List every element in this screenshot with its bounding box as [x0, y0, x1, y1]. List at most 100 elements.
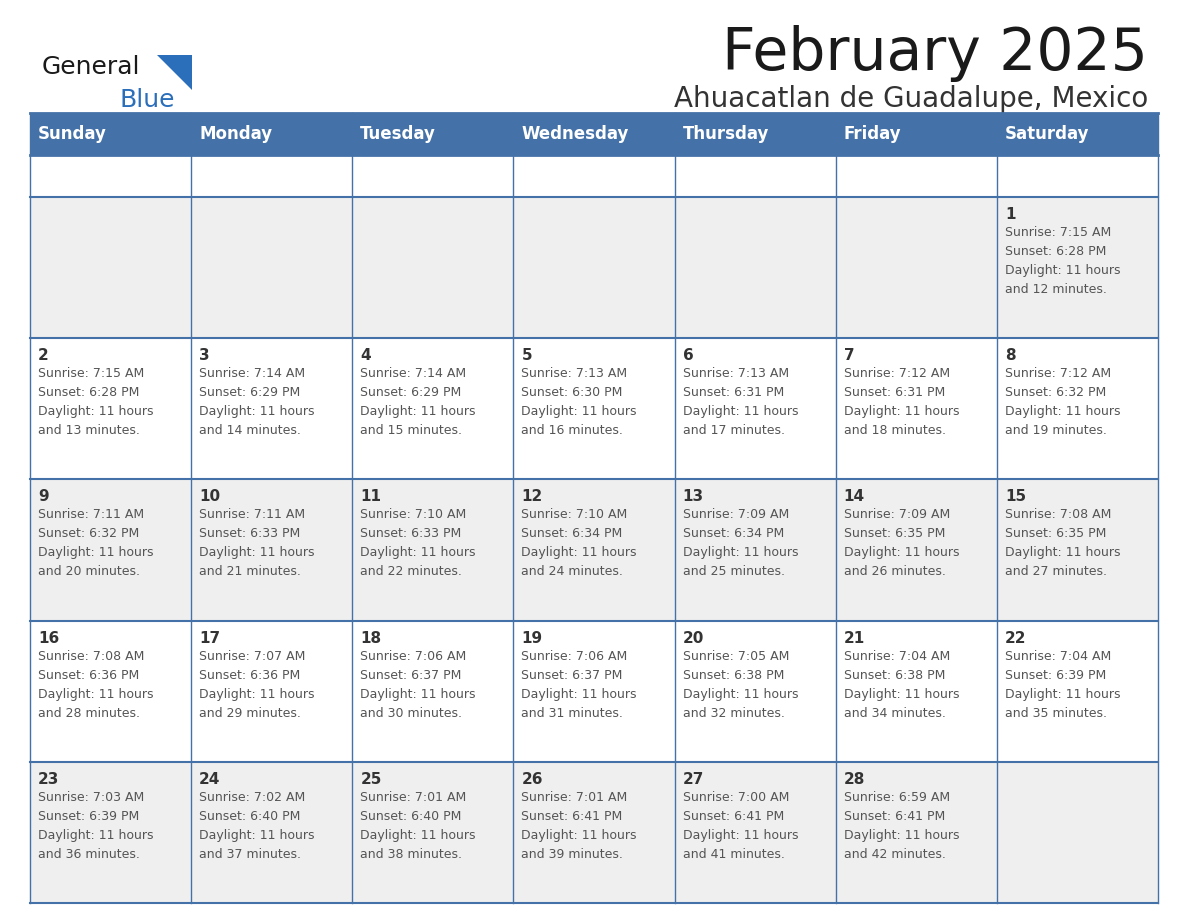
- Text: Sunset: 6:41 PM: Sunset: 6:41 PM: [683, 810, 784, 823]
- Text: Friday: Friday: [843, 125, 902, 143]
- Bar: [30, 479, 191, 621]
- Bar: [513, 338, 675, 479]
- Text: February 2025: February 2025: [722, 25, 1148, 82]
- Bar: [675, 113, 835, 155]
- Text: Sunrise: 6:59 AM: Sunrise: 6:59 AM: [843, 790, 950, 804]
- Text: Sunset: 6:33 PM: Sunset: 6:33 PM: [360, 528, 461, 541]
- Bar: [997, 621, 1158, 762]
- Text: Sunrise: 7:04 AM: Sunrise: 7:04 AM: [843, 650, 950, 663]
- Text: 28: 28: [843, 772, 865, 787]
- Polygon shape: [157, 55, 192, 90]
- Text: and 14 minutes.: and 14 minutes.: [200, 424, 301, 437]
- Text: and 24 minutes.: and 24 minutes.: [522, 565, 624, 578]
- Text: 21: 21: [843, 631, 865, 645]
- Bar: [997, 113, 1158, 155]
- Text: Daylight: 11 hours: Daylight: 11 hours: [843, 405, 959, 419]
- Bar: [675, 762, 835, 903]
- Text: and 15 minutes.: and 15 minutes.: [360, 424, 462, 437]
- Text: Sunrise: 7:10 AM: Sunrise: 7:10 AM: [522, 509, 627, 521]
- Text: 15: 15: [1005, 489, 1026, 504]
- Text: Daylight: 11 hours: Daylight: 11 hours: [38, 688, 153, 700]
- Text: Sunset: 6:38 PM: Sunset: 6:38 PM: [683, 668, 784, 681]
- Text: Sunset: 6:41 PM: Sunset: 6:41 PM: [843, 810, 944, 823]
- Text: Sunset: 6:29 PM: Sunset: 6:29 PM: [200, 386, 301, 399]
- Text: Daylight: 11 hours: Daylight: 11 hours: [1005, 405, 1120, 419]
- Text: Tuesday: Tuesday: [360, 125, 436, 143]
- Text: Sunrise: 7:01 AM: Sunrise: 7:01 AM: [360, 790, 467, 804]
- Text: Daylight: 11 hours: Daylight: 11 hours: [522, 829, 637, 842]
- Text: Sunday: Sunday: [38, 125, 107, 143]
- Bar: [513, 621, 675, 762]
- Text: Sunset: 6:40 PM: Sunset: 6:40 PM: [360, 810, 462, 823]
- Text: Sunrise: 7:06 AM: Sunrise: 7:06 AM: [360, 650, 467, 663]
- Text: Sunrise: 7:08 AM: Sunrise: 7:08 AM: [38, 650, 145, 663]
- Text: 22: 22: [1005, 631, 1026, 645]
- Text: Sunrise: 7:05 AM: Sunrise: 7:05 AM: [683, 650, 789, 663]
- Text: Sunrise: 7:15 AM: Sunrise: 7:15 AM: [1005, 226, 1111, 239]
- Text: 10: 10: [200, 489, 220, 504]
- Text: Sunrise: 7:15 AM: Sunrise: 7:15 AM: [38, 367, 144, 380]
- Text: 2: 2: [38, 348, 49, 364]
- Text: 9: 9: [38, 489, 49, 504]
- Text: and 37 minutes.: and 37 minutes.: [200, 848, 301, 861]
- Text: Sunset: 6:35 PM: Sunset: 6:35 PM: [1005, 528, 1106, 541]
- Text: Sunset: 6:34 PM: Sunset: 6:34 PM: [522, 528, 623, 541]
- Text: 5: 5: [522, 348, 532, 364]
- Text: and 13 minutes.: and 13 minutes.: [38, 424, 140, 437]
- Text: 1: 1: [1005, 207, 1016, 222]
- Text: Daylight: 11 hours: Daylight: 11 hours: [38, 546, 153, 559]
- Text: and 38 minutes.: and 38 minutes.: [360, 848, 462, 861]
- Text: Sunrise: 7:14 AM: Sunrise: 7:14 AM: [200, 367, 305, 380]
- Text: and 29 minutes.: and 29 minutes.: [200, 707, 301, 720]
- Text: Sunset: 6:28 PM: Sunset: 6:28 PM: [38, 386, 139, 399]
- Text: Sunset: 6:34 PM: Sunset: 6:34 PM: [683, 528, 784, 541]
- Text: Daylight: 11 hours: Daylight: 11 hours: [200, 546, 315, 559]
- Bar: [835, 197, 997, 338]
- Text: Daylight: 11 hours: Daylight: 11 hours: [1005, 688, 1120, 700]
- Text: and 12 minutes.: and 12 minutes.: [1005, 283, 1107, 296]
- Text: 8: 8: [1005, 348, 1016, 364]
- Text: and 16 minutes.: and 16 minutes.: [522, 424, 624, 437]
- Text: Daylight: 11 hours: Daylight: 11 hours: [683, 546, 798, 559]
- Bar: [997, 197, 1158, 338]
- Text: Sunrise: 7:00 AM: Sunrise: 7:00 AM: [683, 790, 789, 804]
- Text: Sunrise: 7:09 AM: Sunrise: 7:09 AM: [683, 509, 789, 521]
- Bar: [191, 113, 353, 155]
- Bar: [30, 197, 191, 338]
- Bar: [513, 197, 675, 338]
- Text: Sunrise: 7:09 AM: Sunrise: 7:09 AM: [843, 509, 950, 521]
- Text: and 26 minutes.: and 26 minutes.: [843, 565, 946, 578]
- Bar: [513, 113, 675, 155]
- Text: 7: 7: [843, 348, 854, 364]
- Text: Daylight: 11 hours: Daylight: 11 hours: [683, 688, 798, 700]
- Text: Thursday: Thursday: [683, 125, 769, 143]
- Text: Daylight: 11 hours: Daylight: 11 hours: [683, 829, 798, 842]
- Bar: [30, 113, 191, 155]
- Text: Daylight: 11 hours: Daylight: 11 hours: [1005, 264, 1120, 277]
- Bar: [835, 338, 997, 479]
- Text: 4: 4: [360, 348, 371, 364]
- Text: Sunrise: 7:13 AM: Sunrise: 7:13 AM: [683, 367, 789, 380]
- Text: and 19 minutes.: and 19 minutes.: [1005, 424, 1107, 437]
- Text: and 18 minutes.: and 18 minutes.: [843, 424, 946, 437]
- Bar: [675, 479, 835, 621]
- Text: Sunset: 6:39 PM: Sunset: 6:39 PM: [1005, 668, 1106, 681]
- Text: Daylight: 11 hours: Daylight: 11 hours: [522, 405, 637, 419]
- Text: 24: 24: [200, 772, 221, 787]
- Text: and 35 minutes.: and 35 minutes.: [1005, 707, 1107, 720]
- Bar: [30, 621, 191, 762]
- Text: Sunrise: 7:04 AM: Sunrise: 7:04 AM: [1005, 650, 1111, 663]
- Text: Daylight: 11 hours: Daylight: 11 hours: [843, 688, 959, 700]
- Bar: [997, 338, 1158, 479]
- Text: Sunset: 6:36 PM: Sunset: 6:36 PM: [200, 668, 301, 681]
- Text: Blue: Blue: [120, 88, 176, 112]
- Text: Sunrise: 7:14 AM: Sunrise: 7:14 AM: [360, 367, 467, 380]
- Text: Sunrise: 7:12 AM: Sunrise: 7:12 AM: [1005, 367, 1111, 380]
- Text: Daylight: 11 hours: Daylight: 11 hours: [360, 405, 475, 419]
- Text: 18: 18: [360, 631, 381, 645]
- Text: 13: 13: [683, 489, 703, 504]
- Text: Sunset: 6:37 PM: Sunset: 6:37 PM: [522, 668, 623, 681]
- Text: and 27 minutes.: and 27 minutes.: [1005, 565, 1107, 578]
- Text: and 30 minutes.: and 30 minutes.: [360, 707, 462, 720]
- Text: 16: 16: [38, 631, 59, 645]
